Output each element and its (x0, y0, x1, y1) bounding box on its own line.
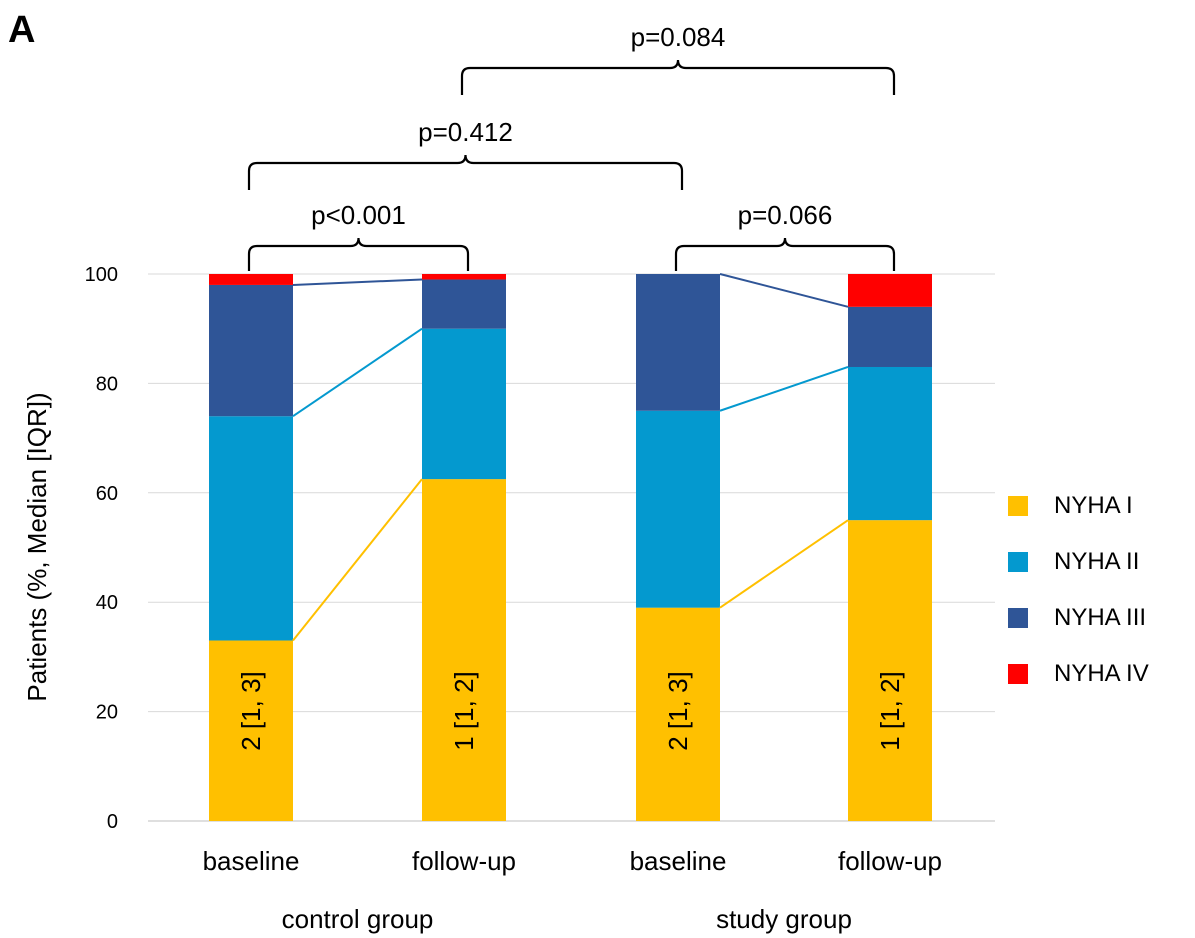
bar-segment (848, 306, 932, 367)
bar-segment (848, 366, 932, 521)
bar-label: 1 [1, 2] (875, 671, 905, 751)
legend-item-nyha-3: NYHA III (1008, 590, 1149, 646)
bar-segment (422, 479, 506, 821)
connector-line (292, 478, 423, 642)
legend-swatch (1008, 608, 1028, 628)
bar-segment (209, 274, 293, 285)
bar-label: 1 [1, 2] (449, 671, 479, 751)
bar-segment (636, 274, 720, 411)
bar-segment (209, 416, 293, 641)
connector-line (292, 327, 423, 418)
bar-segment (848, 520, 932, 821)
legend-swatch (1008, 664, 1028, 684)
y-tick-label: 20 (96, 702, 118, 724)
legend-item-nyha-4: NYHA IV (1008, 646, 1149, 702)
connector-line (719, 519, 849, 609)
bar-labels: 2 [1, 3] 1 [1, 2] 2 [1, 3] 1 [1, 2] (236, 671, 905, 751)
legend-label: NYHA I (1054, 492, 1133, 519)
x-tick-label: follow-up (412, 846, 516, 876)
x-tick-label: baseline (630, 846, 727, 876)
legend-swatch (1008, 496, 1028, 516)
significance-bracket (247, 154, 684, 190)
bar-segment (636, 410, 720, 608)
connector-line (719, 366, 849, 412)
y-tick-label: 40 (96, 592, 118, 614)
bar-segment (422, 274, 506, 280)
y-tick-label: 0 (107, 811, 118, 833)
x-tick-label: baseline (203, 846, 300, 876)
bar-segment (848, 274, 932, 307)
x-tick-label: follow-up (838, 846, 942, 876)
bar-segment (636, 607, 720, 821)
legend-label: NYHA IV (1054, 660, 1149, 687)
group-label: study group (716, 904, 852, 934)
p-value-label: p<0.001 (311, 200, 406, 230)
legend-label: NYHA III (1054, 604, 1147, 631)
legend-label: NYHA II (1054, 548, 1140, 575)
y-axis-label: Patients (%, Median [IQR]) (22, 392, 52, 701)
bar-segment (422, 279, 506, 329)
p-value-label: p=0.084 (631, 22, 726, 52)
p-value-label: p=0.412 (418, 117, 513, 147)
group-label: control group (282, 904, 434, 934)
bar-label: 2 [1, 3] (236, 671, 266, 751)
significance-bracket (247, 237, 470, 271)
significance-bracket (460, 59, 896, 95)
y-tick-label: 80 (96, 373, 118, 395)
legend-item-nyha-1: NYHA I (1008, 478, 1149, 534)
y-tick-labels: 0 20 40 60 80 100 (85, 264, 118, 833)
connector-line (719, 273, 849, 308)
bars (209, 274, 932, 821)
y-tick-label: 60 (96, 483, 118, 505)
connector-line (292, 278, 423, 286)
p-value-label: p=0.066 (738, 200, 833, 230)
panel-label: A (8, 9, 35, 51)
bar-segment (209, 640, 293, 821)
legend: NYHA I NYHA II NYHA III NYHA IV (1008, 478, 1149, 702)
bar-segment (209, 284, 293, 417)
bar-segment (422, 328, 506, 480)
legend-swatch (1008, 552, 1028, 572)
y-tick-label: 100 (85, 264, 118, 286)
x-tick-labels: baseline follow-up baseline follow-up (203, 846, 942, 876)
group-labels: control group study group (282, 904, 852, 934)
significance-bracket (674, 237, 896, 271)
significance-brackets: p<0.001 p=0.066 p=0.412 p=0.084 (247, 22, 896, 271)
connector-lines (292, 273, 849, 642)
legend-item-nyha-2: NYHA II (1008, 534, 1149, 590)
bar-label: 2 [1, 3] (663, 671, 693, 751)
